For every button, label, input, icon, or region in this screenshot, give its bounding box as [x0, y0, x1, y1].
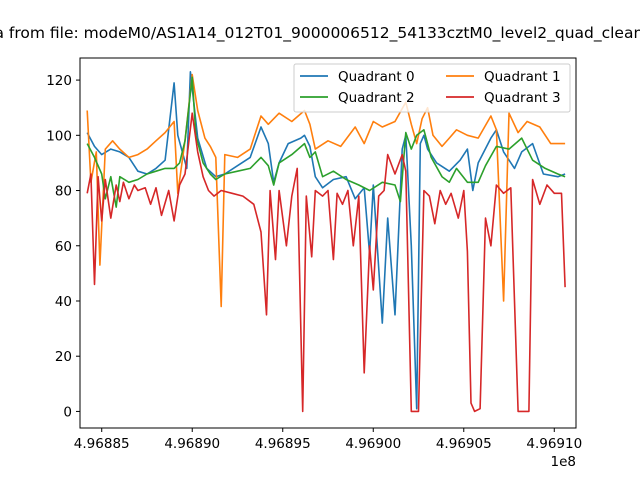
- x-tick-label: 4.96910: [526, 436, 582, 452]
- series-line-quadrant-1: [86, 73, 566, 308]
- x-tick-label: 4.96890: [164, 436, 220, 452]
- x-tick-label: 4.96895: [255, 436, 311, 452]
- legend-label-quadrant-2: Quadrant 2: [338, 90, 415, 106]
- x-tick-label: 4.96885: [74, 436, 130, 452]
- y-tick-label: 40: [55, 294, 72, 310]
- y-tick-label: 0: [63, 404, 72, 420]
- chart-title: Data from file: modeM0/AS1A14_012T01_900…: [0, 24, 640, 43]
- legend: Quadrant 0 Quadrant 1 Quadrant 2 Quadrant 3: [293, 63, 571, 113]
- series-line-quadrant-0: [86, 71, 566, 410]
- plot-frame: [79, 57, 577, 429]
- series-line-quadrant-2: [86, 76, 566, 208]
- x-tick-label: 4.96905: [436, 436, 492, 452]
- y-tick-label: 60: [55, 239, 72, 255]
- x-axis: 4.96885 4.96890 4.96895 4.96900 4.96905 4.969…: [74, 428, 582, 452]
- series-line-quadrant-3: [86, 112, 566, 413]
- legend-label-quadrant-0: Quadrant 0: [338, 69, 415, 85]
- y-tick-label: 100: [46, 128, 72, 144]
- y-axis: 0 20 40 60 80 100 120: [46, 73, 80, 420]
- legend-label-quadrant-1: Quadrant 1: [484, 69, 561, 85]
- y-tick-label: 120: [46, 73, 72, 89]
- y-tick-label: 20: [55, 349, 72, 365]
- x-tick-label: 4.96900: [345, 436, 401, 452]
- y-tick-label: 80: [55, 184, 72, 200]
- legend-label-quadrant-3: Quadrant 3: [484, 90, 561, 106]
- x-offset-label: 1e8: [551, 454, 576, 470]
- plot-area: [86, 71, 566, 413]
- legend-box: [293, 63, 571, 113]
